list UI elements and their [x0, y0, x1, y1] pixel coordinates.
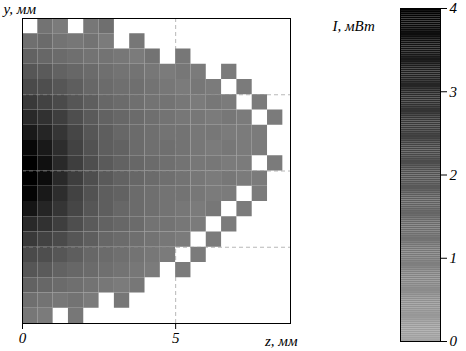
svg-text:z, мм: z, мм [264, 333, 298, 349]
svg-text:y, мм: y, мм [2, 1, 37, 17]
svg-text:5: 5 [172, 330, 180, 346]
svg-text:2: 2 [450, 167, 458, 183]
svg-text:3: 3 [449, 84, 458, 100]
svg-text:0: 0 [450, 333, 458, 349]
svg-text:0: 0 [19, 330, 27, 346]
svg-text:4: 4 [450, 0, 458, 16]
svg-text:1: 1 [450, 250, 458, 266]
svg-text:I, мВт: I, мВт [332, 18, 375, 34]
